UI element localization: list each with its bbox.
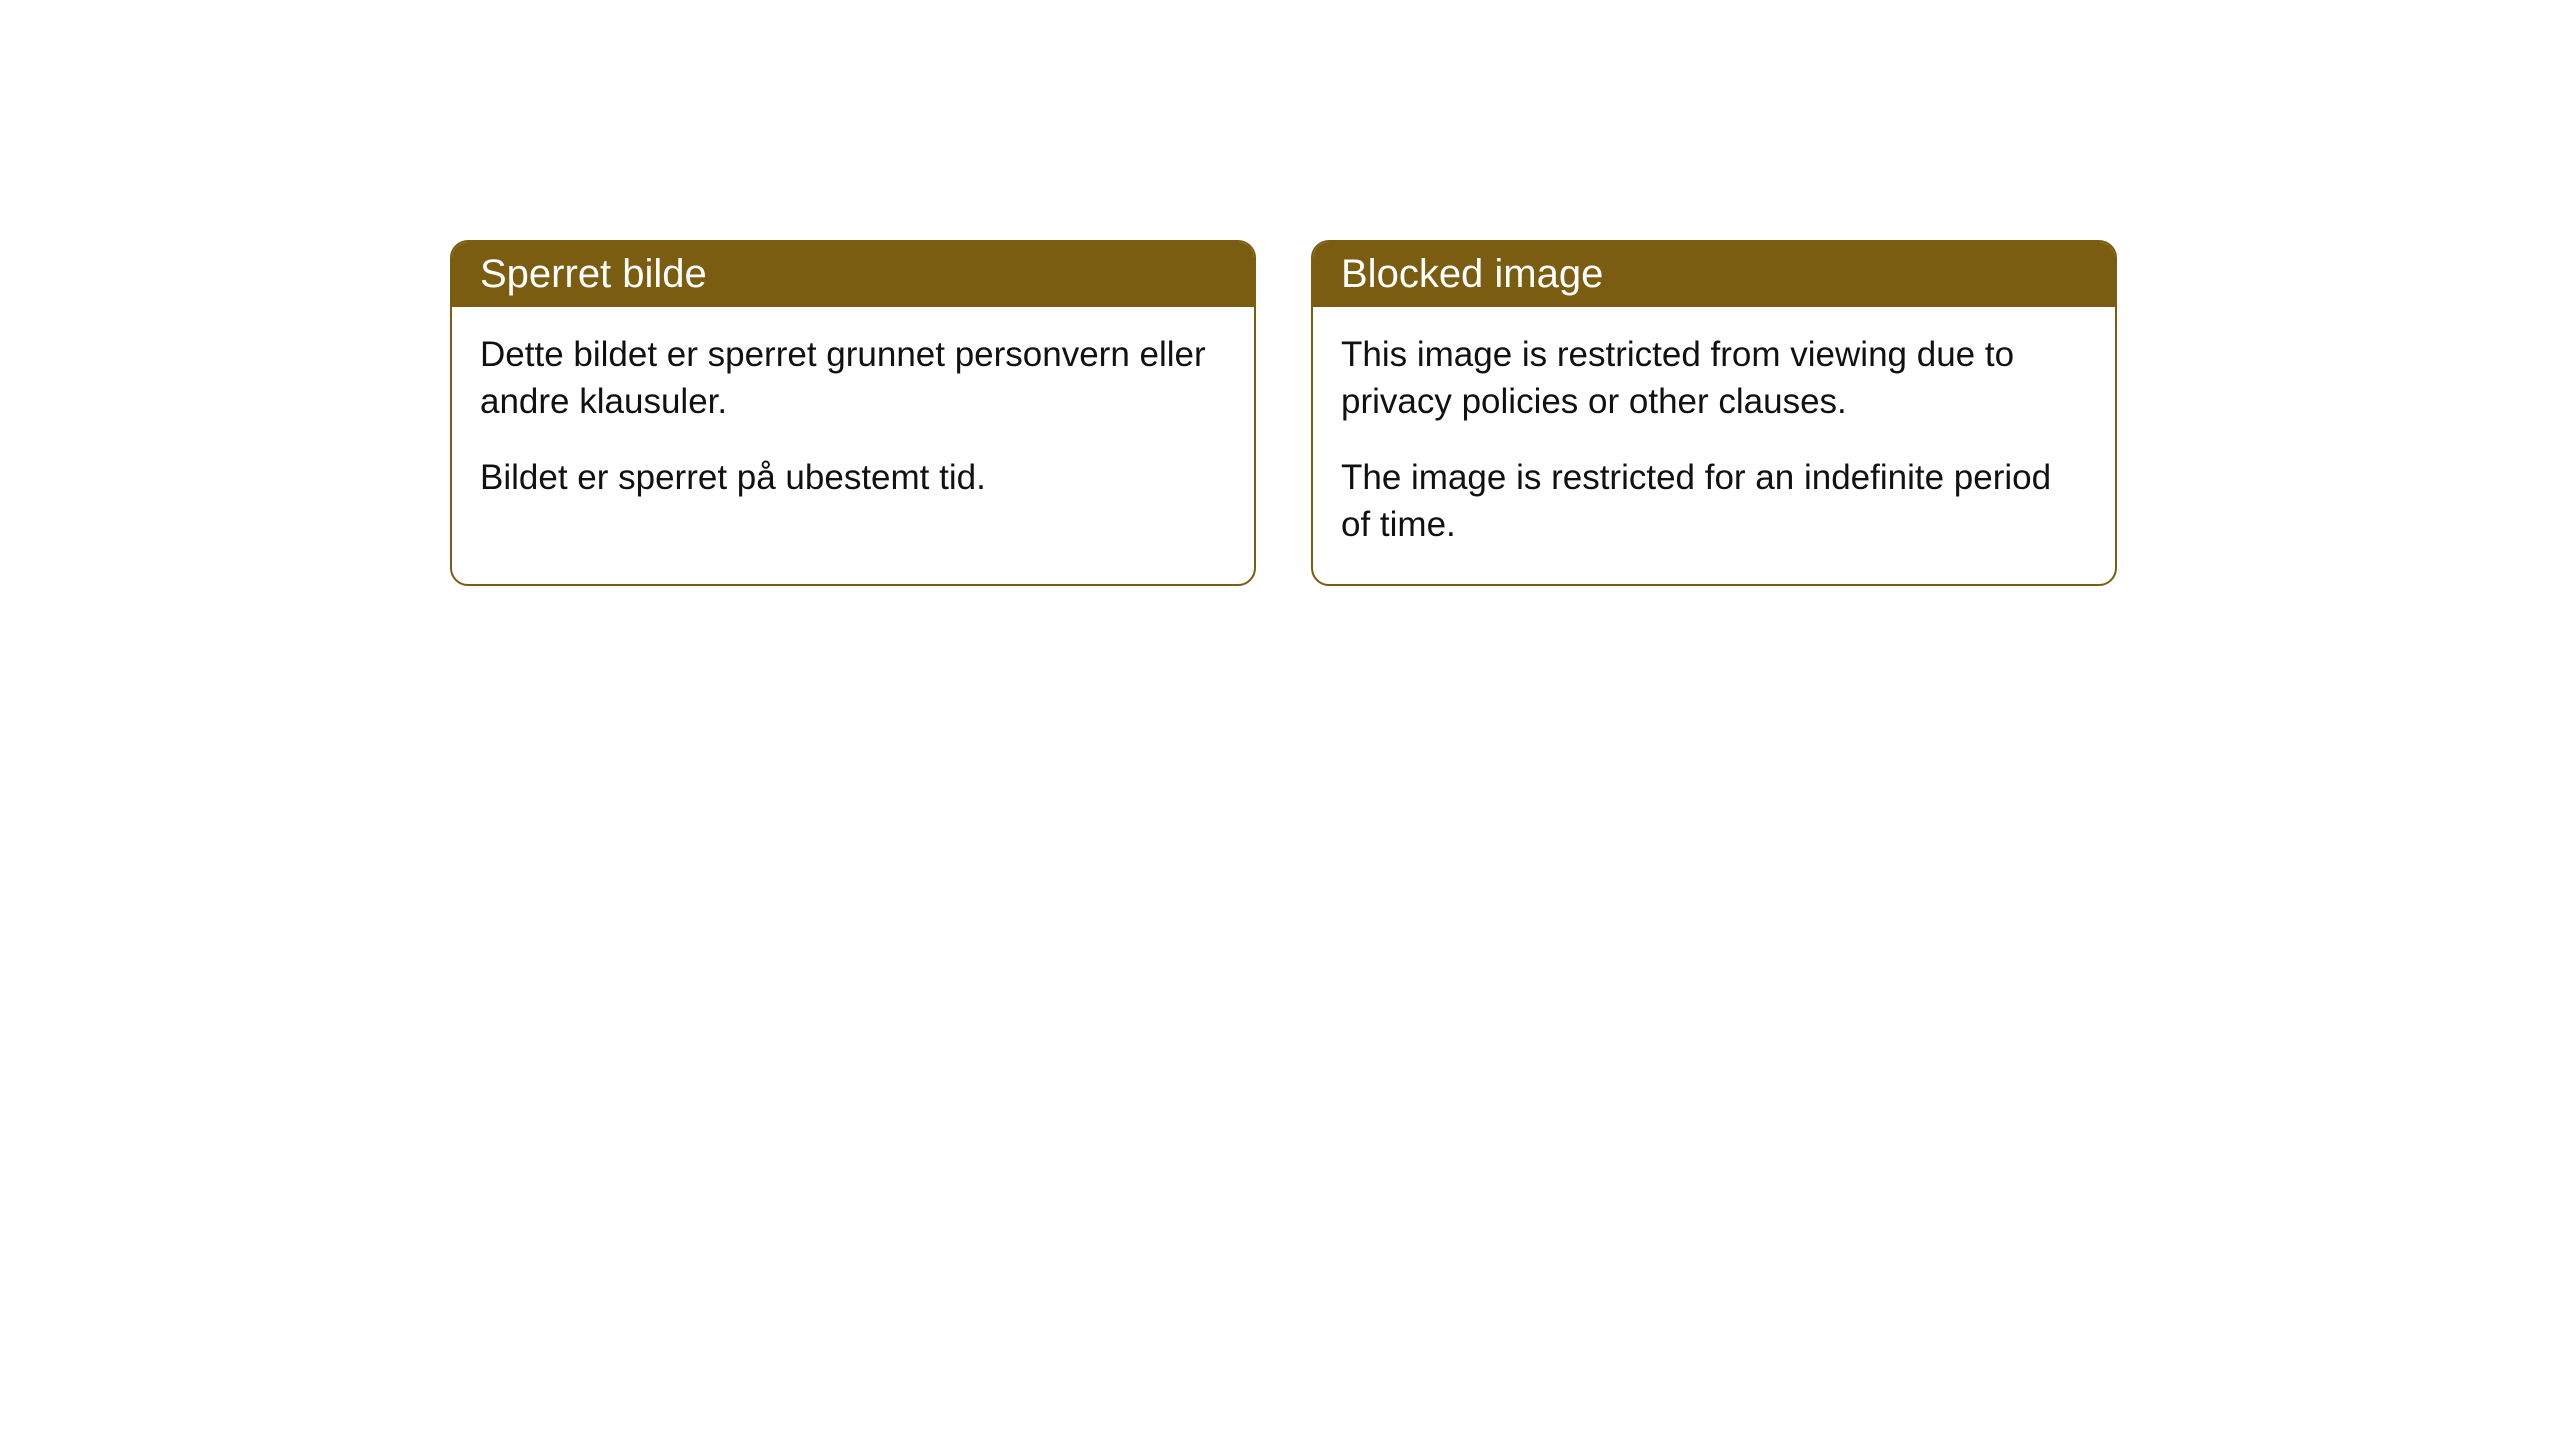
card-paragraph: Dette bildet er sperret grunnet personve… <box>480 331 1226 426</box>
card-paragraph: This image is restricted from viewing du… <box>1341 331 2087 426</box>
cards-container: Sperret bilde Dette bildet er sperret gr… <box>450 240 2117 586</box>
card-body: Dette bildet er sperret grunnet personve… <box>452 307 1254 537</box>
card-title: Blocked image <box>1313 242 2115 307</box>
blocked-image-card-english: Blocked image This image is restricted f… <box>1311 240 2117 586</box>
card-title: Sperret bilde <box>452 242 1254 307</box>
card-body: This image is restricted from viewing du… <box>1313 307 2115 584</box>
card-paragraph: Bildet er sperret på ubestemt tid. <box>480 454 1226 501</box>
blocked-image-card-norwegian: Sperret bilde Dette bildet er sperret gr… <box>450 240 1256 586</box>
card-paragraph: The image is restricted for an indefinit… <box>1341 454 2087 549</box>
